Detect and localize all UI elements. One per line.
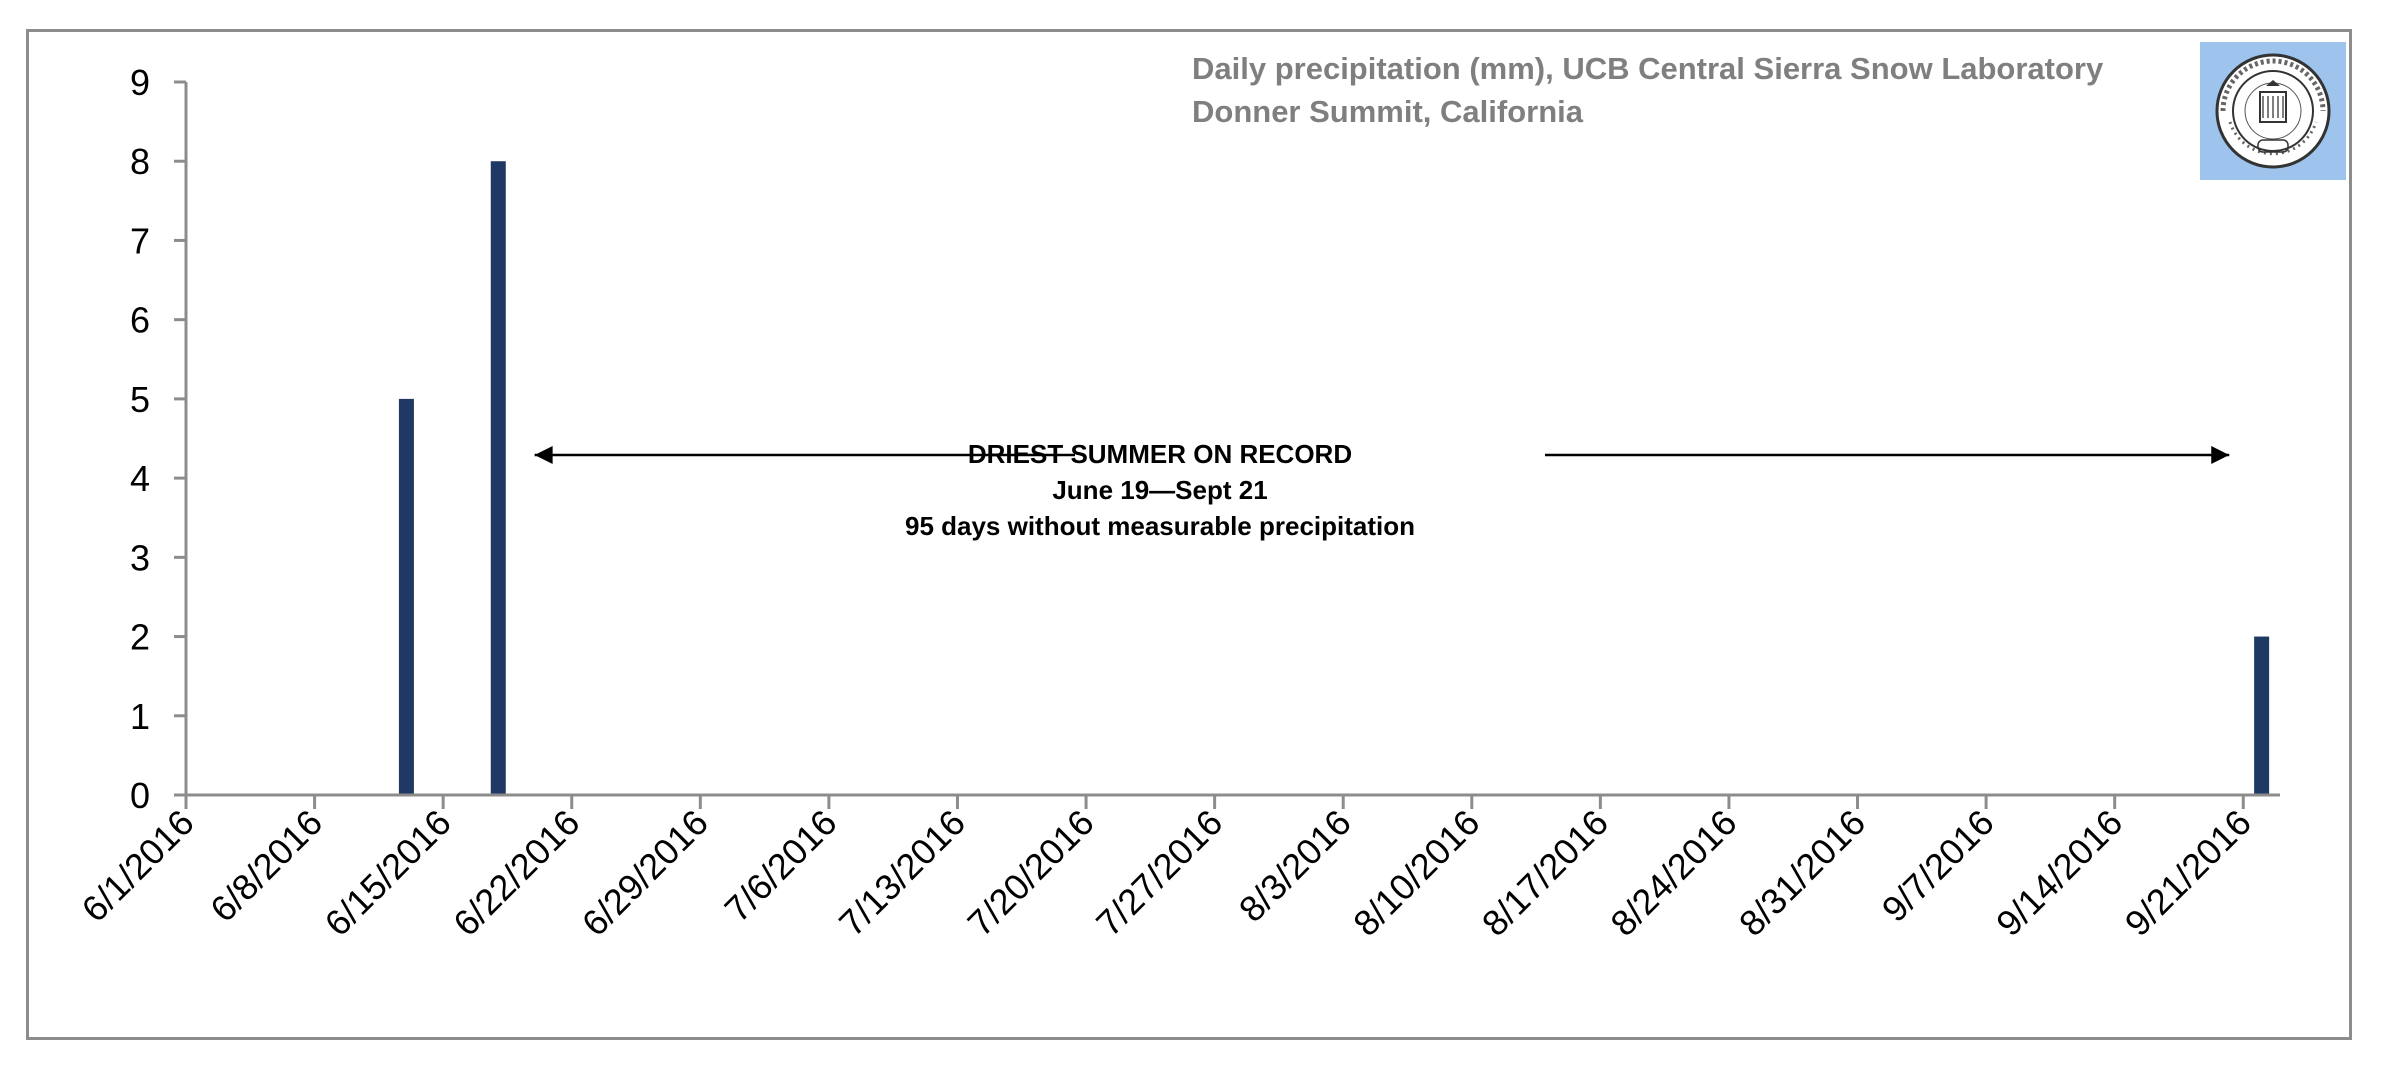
x-tick-label: 9/21/2016: [2117, 802, 2259, 944]
y-tick-label: 5: [130, 379, 150, 420]
x-tick-label: 6/1/2016: [74, 802, 202, 930]
x-tick-label: 6/15/2016: [317, 802, 459, 944]
y-tick-label: 1: [130, 696, 150, 737]
arrowhead-right: [2211, 446, 2230, 464]
x-tick-label: 8/31/2016: [1731, 802, 1873, 944]
x-tick-label: 7/27/2016: [1088, 802, 1230, 944]
bars-group: [398, 161, 2270, 795]
annotation-arrow: [534, 446, 2230, 464]
y-tick-label: 3: [130, 537, 150, 578]
axes-group: [184, 82, 2280, 797]
x-tick-label: 8/24/2016: [1602, 802, 1744, 944]
precipitation-bar: [398, 398, 414, 795]
y-tick-label: 8: [130, 141, 150, 182]
y-tick-label: 6: [130, 300, 150, 341]
x-tick-label: 7/13/2016: [831, 802, 973, 944]
annotation-line-1: DRIEST SUMMER ON RECORD: [967, 439, 1353, 469]
y-tick-label: 9: [130, 62, 150, 103]
annotation-line-3: 95 days without measurable precipitation: [904, 511, 1416, 541]
chart-title: Daily precipitation (mm), UCB Central Si…: [1192, 51, 2104, 86]
precipitation-bar: [2254, 636, 2270, 795]
x-tick-label: 7/6/2016: [716, 802, 844, 930]
x-tick-label: 8/3/2016: [1231, 802, 1359, 930]
arrowhead-left: [534, 446, 553, 464]
y-tick-label: 0: [130, 775, 150, 816]
precipitation-bar: [490, 161, 506, 795]
annotation-line-2: June 19—Sept 21: [1052, 475, 1268, 505]
x-tick-label: 6/8/2016: [202, 802, 330, 930]
university-seal-logo: [2200, 42, 2346, 180]
x-tick-label: 9/7/2016: [1874, 802, 2002, 930]
x-tick-label: 8/10/2016: [1345, 802, 1487, 944]
y-tick-label: 4: [130, 458, 150, 499]
y-tick-label: 2: [130, 617, 150, 658]
x-tick-label: 6/22/2016: [445, 802, 587, 944]
y-ticks-group: 0 1 2 3 4 5 6 7 8 9: [130, 62, 186, 816]
y-tick-label: 7: [130, 220, 150, 261]
x-tick-label: 6/29/2016: [574, 802, 716, 944]
chart-subtitle: Donner Summit, California: [1192, 94, 1583, 129]
x-tick-label: 9/14/2016: [1988, 802, 2130, 944]
x-tick-label: 7/20/2016: [959, 802, 1101, 944]
x-ticks-group: 6/1/2016 6/8/20166/15/20166/22/20166/29/2…: [74, 795, 2259, 944]
x-tick-label: 8/17/2016: [1474, 802, 1616, 944]
